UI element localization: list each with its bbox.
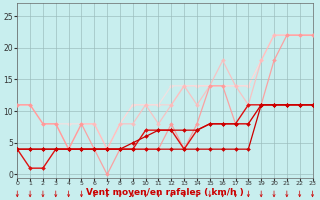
X-axis label: Vent moyen/en rafales ( km/h ): Vent moyen/en rafales ( km/h ) <box>86 188 244 197</box>
